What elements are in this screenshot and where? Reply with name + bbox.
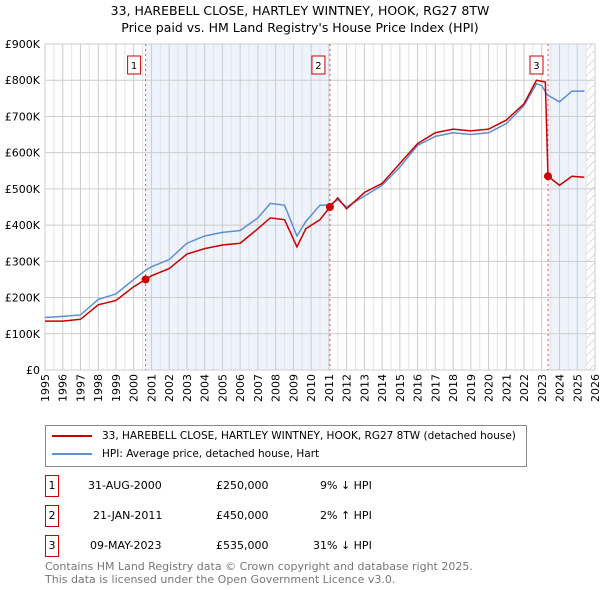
chart-title: 33, HAREBELL CLOSE, HARTLEY WINTNEY, HOO… xyxy=(110,3,490,18)
y-tick-label: £100K xyxy=(5,328,41,341)
x-tick-label: 2008 xyxy=(270,374,283,402)
sale-marker: 1 xyxy=(45,475,59,497)
shaded-period xyxy=(547,44,587,370)
x-tick-label: 1999 xyxy=(110,374,123,402)
sale-marker-box xyxy=(127,55,142,75)
x-tick-label: 2021 xyxy=(500,374,513,402)
x-tick-label: 2009 xyxy=(287,374,300,402)
x-tick-label: 2018 xyxy=(447,374,460,402)
x-tick-label: 2011 xyxy=(323,374,336,402)
y-tick-label: £700K xyxy=(5,110,41,123)
chart-plot: 1995 1996 1997 1998 1999 2000 2001 2002 2003 2004… xyxy=(5,38,600,402)
sale-point xyxy=(325,203,334,211)
legend: 33, HAREBELL CLOSE, HARTLEY WINTNEY, HOO… xyxy=(45,425,527,467)
sale-price: £250,000 xyxy=(216,479,269,492)
x-tick-label: 2013 xyxy=(358,374,371,402)
sale-marker-box xyxy=(311,55,326,75)
x-tick-label: 2006 xyxy=(234,374,247,402)
x-tick-label: 1995 xyxy=(39,374,52,402)
shaded-period xyxy=(145,44,330,370)
sale-marker: 3 xyxy=(45,535,59,557)
x-tick-label: 2022 xyxy=(518,374,531,402)
sale-delta: 31% ↓ HPI xyxy=(313,539,372,552)
plot-border xyxy=(44,43,596,371)
x-tick-label: 2026 xyxy=(589,374,600,402)
sale-date: 21-JAN-2011 xyxy=(93,509,163,522)
x-tick-label: 2023 xyxy=(536,374,549,402)
forecast-hatch xyxy=(586,44,595,370)
x-tick-label: 2003 xyxy=(181,374,194,402)
y-tick-label: £800K xyxy=(5,74,41,87)
legend-swatch-property xyxy=(52,435,92,437)
sale-row: 3 09-MAY-2023 £535,000 31% ↓ HPI xyxy=(45,535,445,557)
sale-marker-label: 2 xyxy=(315,61,321,72)
sale-marker: 2 xyxy=(45,505,59,527)
sale-marker-label: 1 xyxy=(131,61,137,72)
x-tick-label: 1997 xyxy=(74,374,87,402)
x-tick-label: 2005 xyxy=(216,374,229,402)
footer: Contains HM Land Registry data © Crown c… xyxy=(45,560,473,586)
x-tick-label: 2016 xyxy=(412,374,425,402)
sale-row: 2 21-JAN-2011 £450,000 2% ↑ HPI xyxy=(45,505,445,527)
y-tick-label: £300K xyxy=(5,255,41,268)
x-tick-label: 2020 xyxy=(483,374,496,402)
sale-price: £535,000 xyxy=(216,539,269,552)
legend-label-hpi: HPI: Average price, detached house, Hart xyxy=(102,448,320,460)
y-tick-label: £200K xyxy=(5,292,41,305)
x-tick-label: 2002 xyxy=(163,374,176,402)
x-tick-label: 1998 xyxy=(92,374,105,402)
sale-date: 09-MAY-2023 xyxy=(90,539,162,552)
x-tick-label: 2010 xyxy=(305,374,318,402)
footer-line-1: Contains HM Land Registry data © Crown c… xyxy=(45,560,473,573)
x-tick-label: 2017 xyxy=(429,374,442,402)
y-tick-label: £0 xyxy=(26,364,40,377)
x-tick-label: 2014 xyxy=(376,374,389,402)
x-tick-label: 2015 xyxy=(394,374,407,402)
sale-marker-label: 3 xyxy=(533,61,539,72)
sale-delta: 9% ↓ HPI xyxy=(320,479,372,492)
sale-marker-box xyxy=(529,55,544,75)
hpi-line xyxy=(44,82,585,319)
y-tick-label: £600K xyxy=(5,147,41,160)
sale-delta: 2% ↑ HPI xyxy=(320,509,372,522)
x-tick-label: 2004 xyxy=(199,374,212,402)
x-tick-label: 2025 xyxy=(571,374,584,402)
sale-date: 31-AUG-2000 xyxy=(88,479,162,492)
x-tick-label: 2001 xyxy=(145,374,158,402)
x-tick-label: 2000 xyxy=(128,374,141,402)
y-tick-label: £400K xyxy=(5,219,41,232)
footer-line-2: This data is licensed under the Open Gov… xyxy=(45,573,396,586)
sale-point xyxy=(543,172,552,181)
sale-price: £450,000 xyxy=(216,509,269,522)
x-tick-label: 2007 xyxy=(252,374,265,402)
x-tick-label: 2019 xyxy=(465,374,478,402)
sale-row: 1 31-AUG-2000 £250,000 9% ↓ HPI xyxy=(45,475,445,497)
sale-point xyxy=(141,275,150,284)
legend-swatch-hpi xyxy=(52,453,92,455)
x-tick-label: 1996 xyxy=(57,374,70,402)
x-tick-label: 2024 xyxy=(554,374,567,402)
y-tick-label: £500K xyxy=(5,183,41,196)
x-tick-label: 2012 xyxy=(341,374,354,402)
legend-label-property: 33, HAREBELL CLOSE, HARTLEY WINTNEY, HOO… xyxy=(102,430,516,442)
y-tick-label: £900K xyxy=(5,38,41,51)
chart-subtitle: Price paid vs. HM Land Registry's House … xyxy=(121,20,479,35)
